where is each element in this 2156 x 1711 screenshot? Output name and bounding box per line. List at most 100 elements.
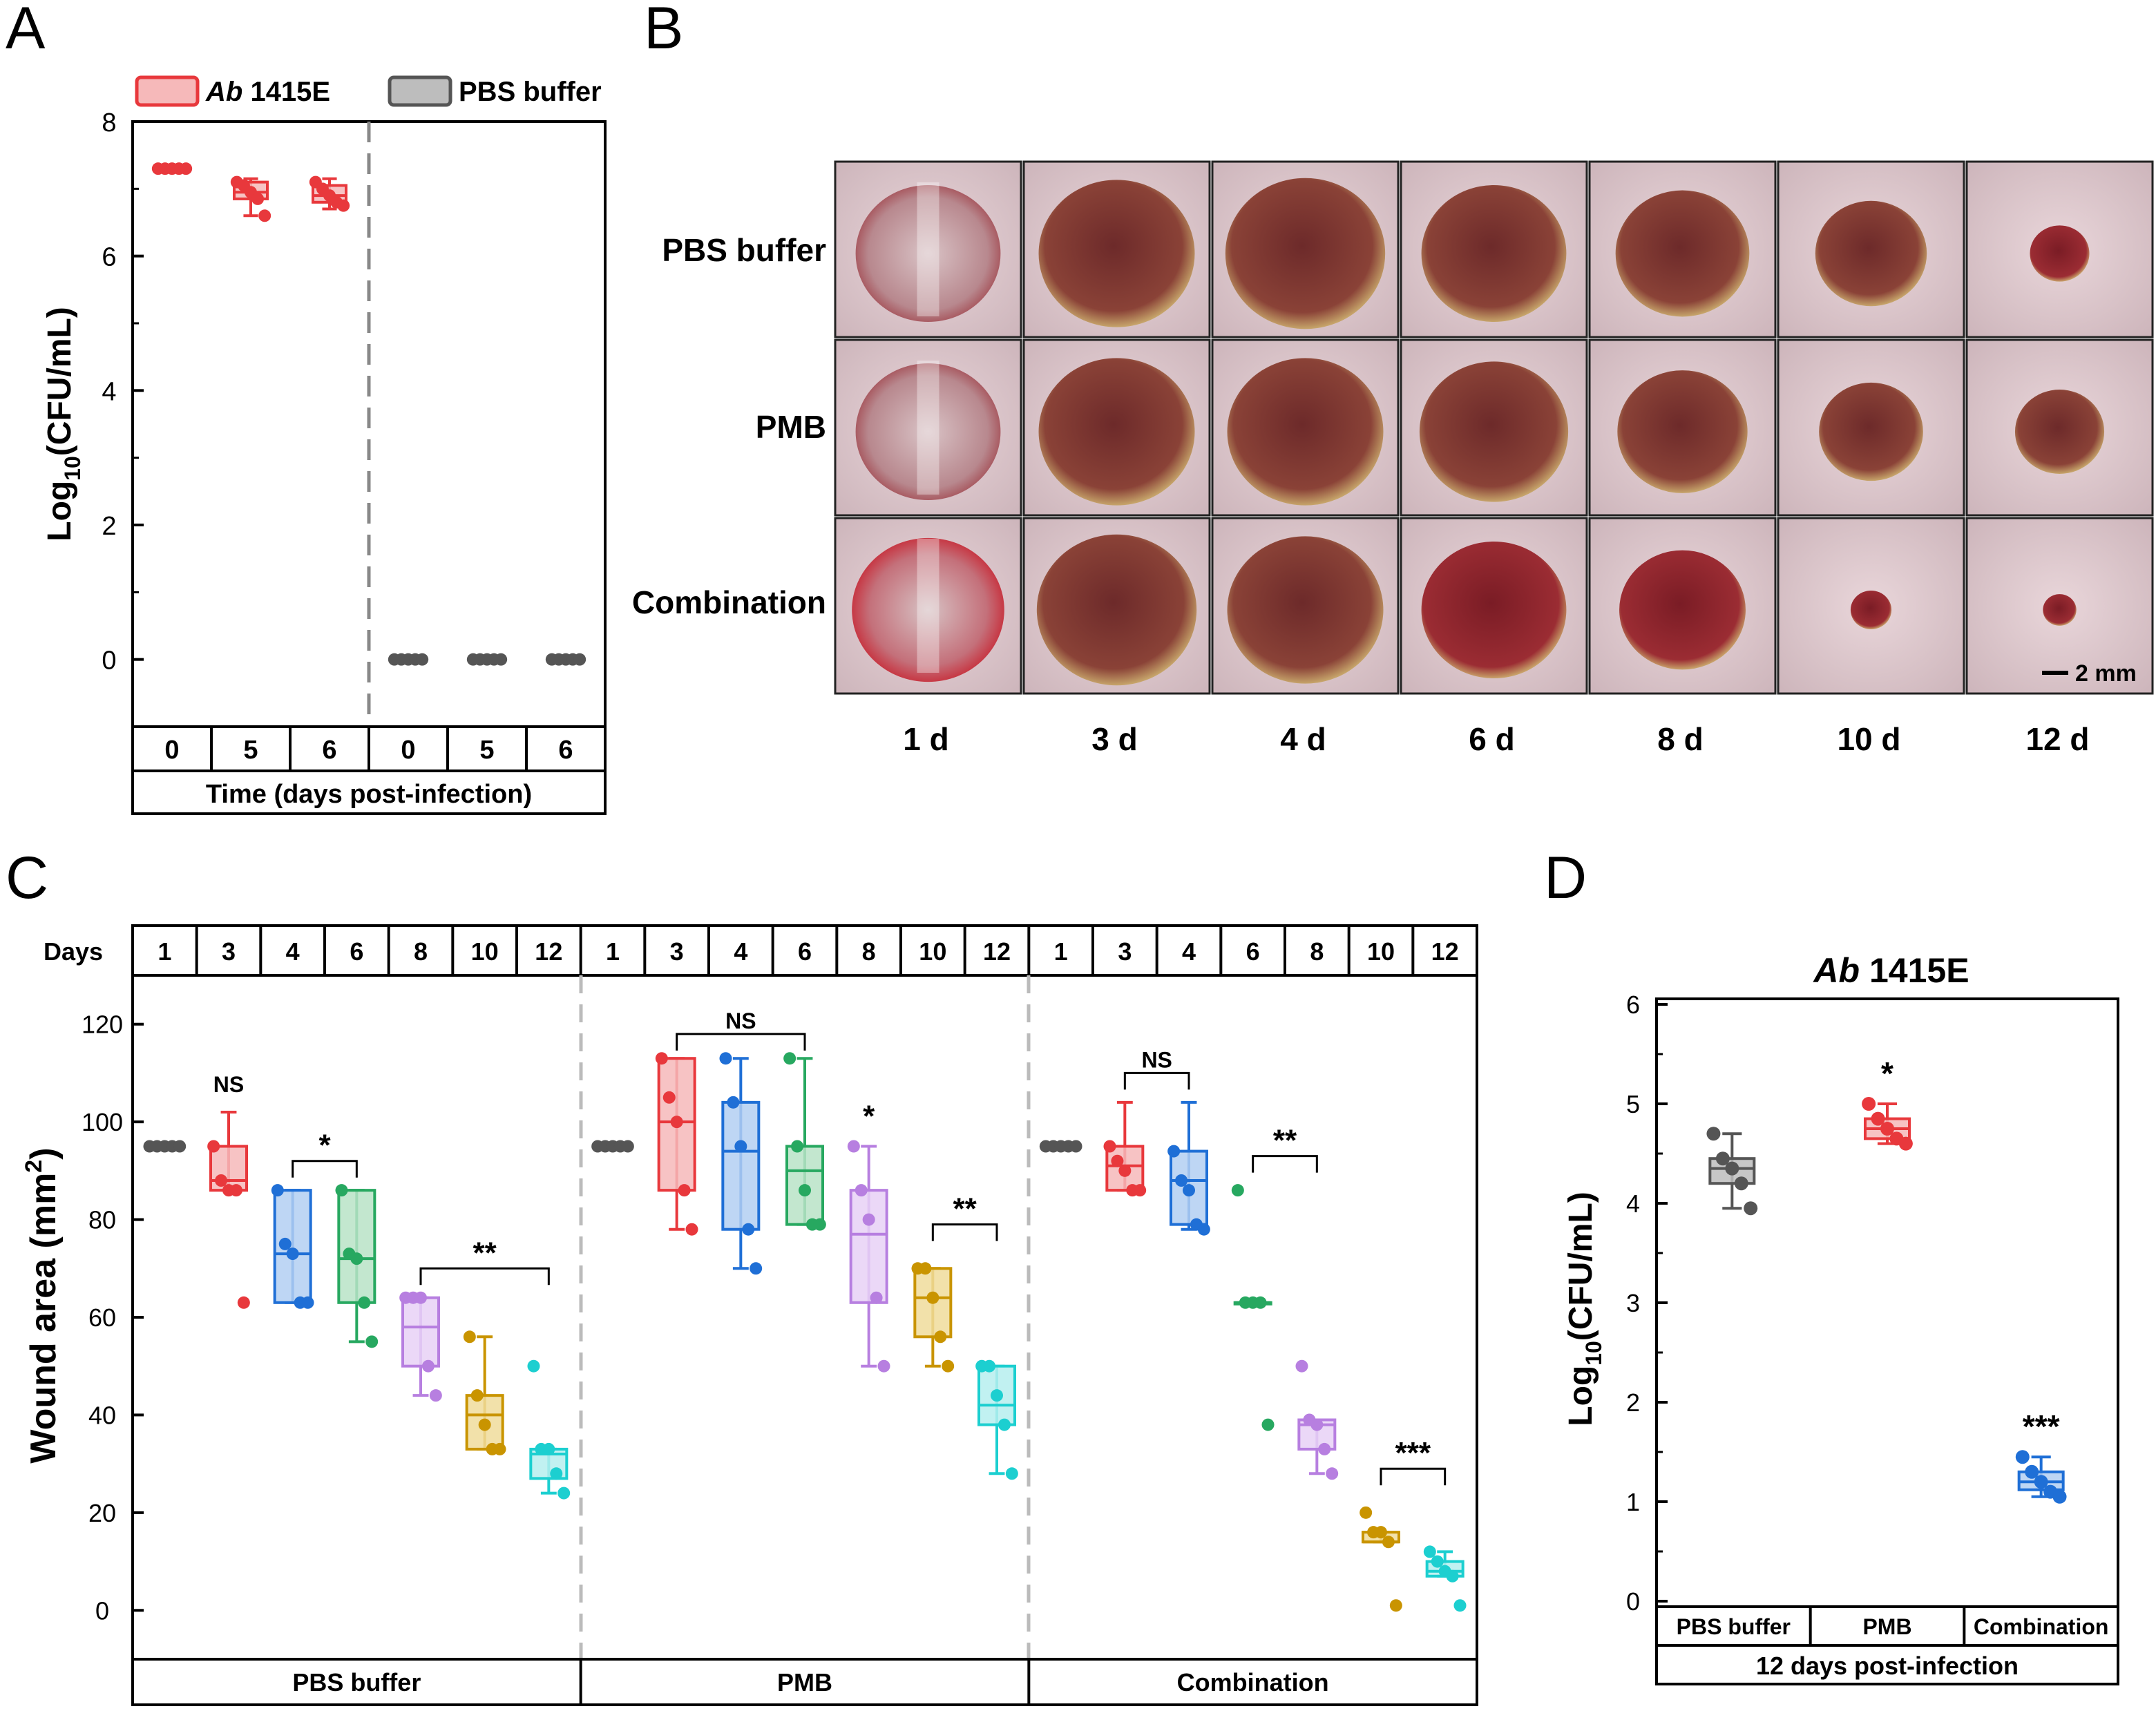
chart-d-title: Ab 1415E bbox=[1812, 951, 1969, 990]
chart-a-legend: Ab 1415E PBS buffer bbox=[135, 75, 602, 107]
chart-c-box-2-4-point bbox=[1310, 1418, 1324, 1431]
chart-c-box-0-6-point bbox=[527, 1359, 540, 1373]
wound-photo bbox=[1777, 338, 1965, 517]
wound-area bbox=[852, 537, 1004, 682]
chart-c-box-1-1-point bbox=[670, 1116, 683, 1129]
chart-c-box-0-4-point bbox=[414, 1291, 427, 1304]
chart-c-day-label: 10 bbox=[471, 937, 499, 966]
wound-photo bbox=[1211, 517, 1400, 695]
wound-area bbox=[1227, 536, 1384, 684]
legend-label-italic: Ab bbox=[205, 77, 242, 107]
panel-label-d: D bbox=[1544, 845, 1587, 911]
panel-label-c: C bbox=[6, 845, 48, 911]
chart-c-box-2-3-point bbox=[1231, 1184, 1244, 1197]
chart-c-box-0-6-point bbox=[542, 1442, 555, 1455]
chart-c-box-2-4-point bbox=[1326, 1467, 1339, 1480]
photo-grid-cells bbox=[834, 160, 2154, 695]
wound-photo bbox=[1588, 160, 1777, 338]
wound-area bbox=[1421, 184, 1567, 323]
chart-d-box-0-point bbox=[1706, 1127, 1721, 1141]
chart-c-box-2-1-point bbox=[1111, 1154, 1124, 1167]
chart-c-box-0-3-point bbox=[350, 1252, 363, 1265]
chart-c-box-2-6-point bbox=[1423, 1545, 1436, 1558]
chart-c-box-0-4-point bbox=[421, 1359, 435, 1373]
chart-d-y-axis: 0 1 2 3 4 5 6 bbox=[1626, 991, 1668, 1616]
photo-col-label: 10 d bbox=[1837, 721, 1900, 757]
chart-c-box-1-6-point bbox=[998, 1418, 1011, 1431]
chart-c-day-label: 6 bbox=[350, 937, 363, 966]
chart-d-y-tick-label: 3 bbox=[1626, 1289, 1640, 1317]
chart-a-category-label: 5 bbox=[479, 736, 494, 765]
chart-c-box-2-2-point bbox=[1175, 1174, 1188, 1187]
chart-c-box-1-4-box bbox=[849, 1189, 888, 1304]
photo-col-label: 8 d bbox=[1657, 721, 1703, 757]
chart-c-annotations: NS***NS***NS***** bbox=[213, 1009, 1447, 1486]
wound-area bbox=[1850, 591, 1892, 629]
wound-photo bbox=[1400, 338, 1588, 517]
chart-c-bracket bbox=[419, 1267, 550, 1285]
wound-area bbox=[2043, 594, 2077, 626]
chart-a-y-tick-label: 2 bbox=[102, 512, 116, 541]
wound-photo bbox=[1777, 517, 1965, 695]
chart-c-box-1-3-point bbox=[799, 1184, 811, 1197]
chart-c-box-0-5-point bbox=[470, 1389, 484, 1402]
legend-label-grey: PBS buffer bbox=[459, 77, 602, 107]
chart-d-category-label: PBS buffer bbox=[1677, 1614, 1791, 1639]
chart-c-y-axis: 0 20 40 60 80 100 120 bbox=[82, 1011, 144, 1625]
chart-d-box-1 bbox=[1862, 1097, 1913, 1151]
wound-photo bbox=[834, 338, 1022, 517]
chart-c-significance: NS bbox=[213, 1072, 244, 1097]
wound-area bbox=[1421, 541, 1567, 679]
chart-c-box-0-2-point bbox=[278, 1237, 292, 1250]
chart-c-box-0-1-point bbox=[237, 1296, 250, 1309]
chart-a-category-label: 6 bbox=[558, 736, 573, 765]
chart-c-day-label: 4 bbox=[734, 937, 747, 966]
chart-c-box-1-4 bbox=[847, 1140, 890, 1373]
chart-c-box-2-5-point bbox=[1382, 1536, 1395, 1549]
chart-c-box-2-5 bbox=[1360, 1506, 1402, 1612]
chart-c-box-2-0 bbox=[1039, 1140, 1082, 1153]
chart-c-day-label: 6 bbox=[1246, 937, 1260, 966]
chart-c-y-tick-label: 60 bbox=[88, 1303, 116, 1332]
photo-row-label: Combination bbox=[632, 584, 826, 620]
chart-c-box-1-0 bbox=[591, 1140, 634, 1153]
wound-area bbox=[855, 184, 1001, 323]
chart-c-box-2-5-point bbox=[1389, 1599, 1402, 1612]
chart-c-day-cells: 1 3 4 6 8 10 12 1 3 4 6 8 10 12 1 3 4 6 8 10 12 bbox=[158, 926, 1459, 975]
chart-a-box-2-point bbox=[337, 199, 350, 212]
panel-label-a: A bbox=[6, 0, 46, 61]
chart-c-significance: *** bbox=[1395, 1436, 1431, 1470]
chart-a-y-tick-label: 6 bbox=[102, 243, 116, 272]
legend-label-text: PBS buffer bbox=[459, 77, 602, 107]
wound-area bbox=[1038, 358, 1195, 506]
chart-a-y-tick-label: 4 bbox=[102, 377, 116, 406]
chart-c-box-2-3 bbox=[1231, 1184, 1275, 1431]
chart-c-box-1-3-point bbox=[791, 1140, 804, 1153]
chart-c-day-label: 10 bbox=[1367, 937, 1395, 966]
wound-photo bbox=[1400, 160, 1588, 338]
chart-c-day-label: 1 bbox=[158, 937, 171, 966]
chart-a-box-4 bbox=[466, 653, 508, 666]
chart-c-box-2-6 bbox=[1423, 1545, 1467, 1612]
chart-d-y-tick-label: 4 bbox=[1626, 1189, 1640, 1218]
chart-c-box-2-2-point bbox=[1183, 1184, 1195, 1197]
chart-a-category-label: 0 bbox=[401, 736, 415, 765]
chart-c-box-1-6-point bbox=[983, 1359, 996, 1373]
photo-grid-row-labels: PBS buffer PMB Combination bbox=[632, 232, 826, 620]
chart-d-box-0-point bbox=[1725, 1161, 1739, 1176]
chart-a-y-tick-label: 0 bbox=[102, 647, 116, 676]
chart-d-xlabel-row bbox=[1655, 1644, 2119, 1685]
chart-d-x-label: 12 days post-infection bbox=[1756, 1652, 2019, 1680]
chart-c-significance: NS bbox=[1141, 1047, 1172, 1072]
chart-c: Days 1 3 4 6 8 10 12 1 3 4 6 8 10 12 1 3 4 6 8 10 12 0 20 40 60… bbox=[21, 924, 1478, 1706]
chart-c-y-tick-label: 0 bbox=[95, 1596, 109, 1625]
chart-c-significance: * bbox=[318, 1129, 331, 1163]
chart-c-bracket bbox=[931, 1223, 998, 1241]
chart-d-categories: PBS buffer PMB Combination bbox=[1677, 1607, 2108, 1645]
chart-c-box-1-1-point bbox=[678, 1184, 691, 1197]
panel-label-b: B bbox=[644, 0, 683, 61]
wound-highlight bbox=[917, 361, 939, 495]
chart-c-y-tick-label: 80 bbox=[88, 1206, 116, 1234]
chart-d-y-tick-label: 1 bbox=[1626, 1488, 1640, 1516]
